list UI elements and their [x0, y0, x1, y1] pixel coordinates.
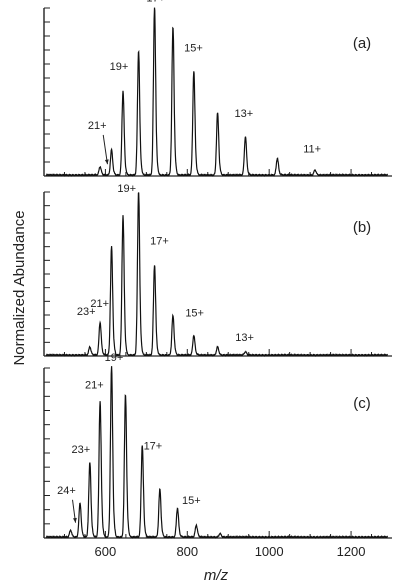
- charge-state-label: 21+: [90, 298, 109, 310]
- charge-state-label: 23+: [77, 306, 96, 318]
- panel-label: (a): [353, 35, 371, 52]
- charge-state-label: 15+: [182, 495, 201, 507]
- x-tick-label: 800: [176, 544, 198, 559]
- charge-state-label: 21+: [85, 379, 104, 391]
- charge-state-label: 11+: [303, 143, 321, 155]
- charge-state-label: 23+: [72, 444, 91, 456]
- annotation-arrowhead: [104, 159, 109, 165]
- y-axis-title: Normalized Abundance: [11, 210, 28, 365]
- charge-state-label: 15+: [185, 308, 204, 320]
- charge-state-label: 19+: [110, 61, 129, 73]
- panel-label: (b): [353, 219, 371, 236]
- charge-state-label: 13+: [234, 108, 253, 120]
- x-axis-title: m/z: [204, 567, 229, 584]
- charge-state-label: 24+: [57, 485, 76, 497]
- spectrum-panel-1: 21+ 19+ 17+ 15+ 13+ 11+ (a): [43, 0, 392, 178]
- charge-state-label: 15+: [184, 43, 203, 55]
- spectrum-panels: 21+19+17+15+13+11+(a)23+21+19+17+15+13+(…: [43, 0, 392, 540]
- panel-label: (c): [353, 395, 371, 412]
- spectrum-trace: [45, 7, 389, 178]
- spectrum-panel-3: 24+ 23+ 21+ 19+ 17+ 15+ (c): [43, 352, 392, 540]
- spectrum-trace: [45, 192, 388, 358]
- charge-state-label: 17+: [150, 235, 169, 247]
- x-tick-label: 1000: [255, 544, 284, 559]
- charge-state-label: 17+: [146, 0, 165, 4]
- spectrum-trace: [45, 366, 389, 540]
- annotation-arrowhead: [72, 517, 77, 523]
- x-axis: 600 800 1000 1200: [95, 544, 366, 559]
- annotation-arrow: [102, 134, 108, 165]
- x-tick-label: 1200: [337, 544, 366, 559]
- charge-state-label: 19+: [117, 183, 136, 195]
- charge-state-label: 21+: [88, 120, 107, 132]
- spectrum-panel-2: 23+21+ 19+ 17+ 15+ 13+ (b): [43, 183, 392, 358]
- charge-state-label: 19+: [105, 352, 124, 364]
- charge-state-label: 17+: [144, 441, 163, 453]
- x-tick-label: 600: [95, 544, 117, 559]
- charge-state-label: 13+: [235, 332, 254, 344]
